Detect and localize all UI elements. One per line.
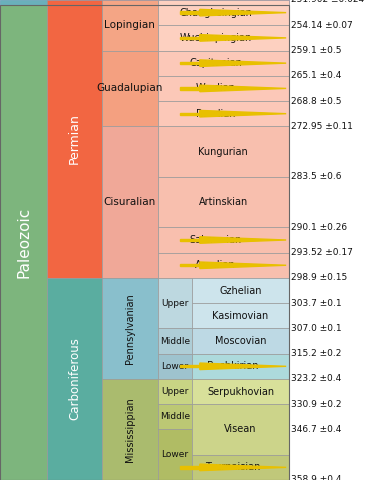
Text: Artinskian: Artinskian xyxy=(199,197,248,207)
Bar xyxy=(158,278,192,328)
Bar xyxy=(158,25,289,50)
Text: 303.7 ±0.1: 303.7 ±0.1 xyxy=(291,299,342,308)
Polygon shape xyxy=(200,9,286,16)
Bar xyxy=(102,379,158,480)
Text: Guadalupian: Guadalupian xyxy=(97,84,163,94)
Polygon shape xyxy=(200,363,286,370)
Bar xyxy=(192,379,289,404)
Bar xyxy=(192,354,289,379)
Bar xyxy=(158,101,289,126)
Bar xyxy=(102,126,158,278)
Text: Sakmarian: Sakmarian xyxy=(190,235,242,245)
Text: Carboniferous: Carboniferous xyxy=(68,337,81,420)
Polygon shape xyxy=(200,262,286,268)
Polygon shape xyxy=(180,37,200,39)
Polygon shape xyxy=(180,466,200,468)
Bar xyxy=(192,404,289,455)
Polygon shape xyxy=(180,62,200,64)
Bar xyxy=(158,0,289,25)
Text: Pennsylvanian: Pennsylvanian xyxy=(125,293,135,364)
Text: 323.2 ±0.4: 323.2 ±0.4 xyxy=(291,374,342,384)
Bar xyxy=(158,126,289,177)
Polygon shape xyxy=(180,264,200,266)
Text: Wuchiapingian: Wuchiapingian xyxy=(179,33,252,43)
Text: 254.14 ±0.07: 254.14 ±0.07 xyxy=(291,21,353,30)
Text: Visean: Visean xyxy=(224,424,257,434)
Text: Middle: Middle xyxy=(160,336,190,346)
Text: Moscovian: Moscovian xyxy=(215,336,266,346)
Bar xyxy=(158,404,192,430)
Text: Capitanian: Capitanian xyxy=(189,58,242,68)
Text: 272.95 ±0.11: 272.95 ±0.11 xyxy=(291,122,353,131)
Text: 283.5 ±0.6: 283.5 ±0.6 xyxy=(291,172,342,181)
Bar xyxy=(158,228,289,252)
Text: Wordian: Wordian xyxy=(196,84,236,94)
Polygon shape xyxy=(200,85,286,92)
Text: Cisuralian: Cisuralian xyxy=(104,197,156,207)
Text: 346.7 ±0.4: 346.7 ±0.4 xyxy=(291,425,342,434)
Polygon shape xyxy=(200,110,286,117)
Polygon shape xyxy=(180,112,200,115)
Text: Mississippian: Mississippian xyxy=(125,397,135,462)
Text: Gzhelian: Gzhelian xyxy=(219,286,262,296)
Bar xyxy=(102,278,158,379)
Bar xyxy=(158,354,192,379)
Text: Changhsingian: Changhsingian xyxy=(179,8,252,18)
Text: 290.1 ±0.26: 290.1 ±0.26 xyxy=(291,223,348,232)
Text: Permian: Permian xyxy=(68,113,81,164)
Text: 330.9 ±0.2: 330.9 ±0.2 xyxy=(291,400,342,408)
Text: 259.1 ±0.5: 259.1 ±0.5 xyxy=(291,46,342,55)
Bar xyxy=(192,278,289,303)
Text: 268.8 ±0.5: 268.8 ±0.5 xyxy=(291,96,342,106)
Bar xyxy=(102,0,158,50)
Bar xyxy=(158,50,289,76)
Text: Kungurian: Kungurian xyxy=(198,146,248,156)
Polygon shape xyxy=(180,365,200,368)
Bar xyxy=(158,379,192,404)
Bar xyxy=(0,0,289,4)
Bar xyxy=(158,328,192,354)
Text: Kasimovian: Kasimovian xyxy=(212,311,269,321)
Text: Upper: Upper xyxy=(161,387,188,396)
Text: Tournaisian: Tournaisian xyxy=(205,462,261,472)
Text: Asselian: Asselian xyxy=(195,260,236,270)
Bar xyxy=(0,0,47,4)
Bar xyxy=(47,0,102,278)
Text: 315.2 ±0.2: 315.2 ±0.2 xyxy=(291,349,342,358)
Text: Paleozoic: Paleozoic xyxy=(16,207,31,278)
Text: Serpukhovian: Serpukhovian xyxy=(207,386,274,396)
Text: Lopingian: Lopingian xyxy=(104,20,155,30)
Polygon shape xyxy=(200,464,286,471)
Text: 358.9 ±0.4: 358.9 ±0.4 xyxy=(291,476,342,480)
Text: Bashkirian: Bashkirian xyxy=(207,361,259,372)
Polygon shape xyxy=(180,87,200,90)
Polygon shape xyxy=(180,12,200,14)
Text: Upper: Upper xyxy=(161,299,188,308)
Bar xyxy=(158,430,192,480)
Bar xyxy=(158,177,289,228)
Bar xyxy=(102,50,158,126)
Text: Lower: Lower xyxy=(161,450,188,459)
Text: 298.9 ±0.15: 298.9 ±0.15 xyxy=(291,274,348,282)
Bar xyxy=(192,455,289,480)
Text: Lower: Lower xyxy=(161,362,188,371)
Polygon shape xyxy=(180,239,200,241)
Bar xyxy=(47,278,102,480)
Bar xyxy=(0,4,47,480)
Text: 251.902 ±0.024: 251.902 ±0.024 xyxy=(291,0,365,4)
Bar xyxy=(192,328,289,354)
Bar xyxy=(158,76,289,101)
Bar xyxy=(158,252,289,278)
Bar xyxy=(0,4,289,480)
Polygon shape xyxy=(200,35,286,41)
Text: Roadian: Roadian xyxy=(196,108,235,119)
Text: 293.52 ±0.17: 293.52 ±0.17 xyxy=(291,248,353,257)
Bar xyxy=(192,303,289,328)
Polygon shape xyxy=(200,237,286,243)
Polygon shape xyxy=(200,60,286,66)
Text: 307.0 ±0.1: 307.0 ±0.1 xyxy=(291,324,342,333)
Text: 265.1 ±0.4: 265.1 ±0.4 xyxy=(291,72,342,80)
Text: Middle: Middle xyxy=(160,412,190,421)
